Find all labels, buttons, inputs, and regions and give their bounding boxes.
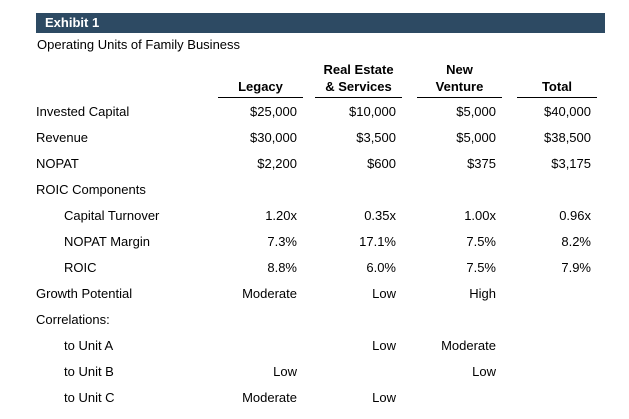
column-header-line2: & Services xyxy=(325,79,392,94)
exhibit-subtitle: Operating Units of Family Business xyxy=(37,37,241,52)
row-label: Revenue xyxy=(36,129,89,145)
row-label: Capital Turnover xyxy=(64,207,160,223)
cell-value: $3,175 xyxy=(551,155,591,171)
cell-value: Low xyxy=(372,389,396,405)
table-row-nopat: NOPAT $2,200 $600 $375 $3,175 xyxy=(36,150,605,176)
column-header-line2: Legacy xyxy=(238,79,283,94)
cell-value: 8.8% xyxy=(267,259,297,275)
cell-value: Moderate xyxy=(242,389,297,405)
table-row-nopat-margin: NOPAT Margin 7.3% 17.1% 7.5% 8.2% xyxy=(36,228,605,254)
table-row-capital-turnover: Capital Turnover 1.20x 0.35x 1.00x 0.96x xyxy=(36,202,605,228)
row-label: to Unit A xyxy=(64,337,114,353)
row-label: ROIC xyxy=(64,259,97,275)
cell-value: $5,000 xyxy=(456,129,496,145)
table-row-invested-capital: Invested Capital $25,000 $10,000 $5,000 … xyxy=(36,98,605,124)
cell-value: $5,000 xyxy=(456,103,496,119)
table-row-revenue: Revenue $30,000 $3,500 $5,000 $38,500 xyxy=(36,124,605,150)
section-label: Correlations: xyxy=(36,311,110,327)
cell-value: $375 xyxy=(467,155,496,171)
column-header-real-estate-services: Real Estate & Services xyxy=(315,58,402,98)
table-row-growth-potential: Growth Potential Moderate Low High xyxy=(36,280,605,306)
cell-value: 8.2% xyxy=(561,233,591,249)
exhibit-title-bar: Exhibit 1 xyxy=(36,13,605,33)
cell-value: 6.0% xyxy=(366,259,396,275)
cell-value: Low xyxy=(372,337,396,353)
column-header-legacy: Legacy xyxy=(218,58,303,98)
row-label: NOPAT Margin xyxy=(64,233,150,249)
table-section-roic-components: ROIC Components xyxy=(36,176,605,202)
cell-value: $600 xyxy=(367,155,396,171)
table-row-to-unit-c: to Unit C Moderate Low xyxy=(36,384,605,410)
cell-value: Moderate xyxy=(441,337,496,353)
operating-units-table: Legacy Real Estate & Services New Ventur… xyxy=(36,58,605,410)
column-header-new-venture: New Venture xyxy=(417,58,502,98)
cell-value: 0.96x xyxy=(559,207,591,223)
cell-value: 0.35x xyxy=(364,207,396,223)
cell-value: $38,500 xyxy=(544,129,591,145)
cell-value: 1.20x xyxy=(265,207,297,223)
row-label: to Unit B xyxy=(64,363,114,379)
table-header-row: Legacy Real Estate & Services New Ventur… xyxy=(36,58,605,98)
table-row-to-unit-a: to Unit A Low Moderate xyxy=(36,332,605,358)
cell-value: 1.00x xyxy=(464,207,496,223)
cell-value: Low xyxy=(372,285,396,301)
table-row-to-unit-b: to Unit B Low Low xyxy=(36,358,605,384)
cell-value: High xyxy=(469,285,496,301)
column-header-line1: Real Estate xyxy=(323,62,394,77)
cell-value: 7.9% xyxy=(561,259,591,275)
table-row-roic: ROIC 8.8% 6.0% 7.5% 7.9% xyxy=(36,254,605,280)
cell-value: $3,500 xyxy=(356,129,396,145)
cell-value: 7.5% xyxy=(466,233,496,249)
row-label: NOPAT xyxy=(36,155,79,171)
cell-value: Low xyxy=(273,363,297,379)
column-header-line2: Total xyxy=(541,79,573,94)
row-label: Growth Potential xyxy=(36,285,133,301)
exhibit-label: Exhibit 1 xyxy=(45,15,100,30)
cell-value: $2,200 xyxy=(257,155,297,171)
cell-value: Moderate xyxy=(242,285,297,301)
row-label: Invested Capital xyxy=(36,103,130,119)
cell-value: 7.3% xyxy=(267,233,297,249)
column-header-total: Total xyxy=(517,58,597,98)
column-header-line1: New xyxy=(446,62,473,77)
row-label: to Unit C xyxy=(64,389,115,405)
cell-value: $10,000 xyxy=(349,103,396,119)
section-label: ROIC Components xyxy=(36,181,146,197)
column-header-line2: Venture xyxy=(435,79,484,94)
cell-value: $40,000 xyxy=(544,103,591,119)
cell-value: 17.1% xyxy=(359,233,396,249)
cell-value: $25,000 xyxy=(250,103,297,119)
cell-value: Low xyxy=(472,363,496,379)
table-section-correlations: Correlations: xyxy=(36,306,605,332)
cell-value: $30,000 xyxy=(250,129,297,145)
cell-value: 7.5% xyxy=(466,259,496,275)
